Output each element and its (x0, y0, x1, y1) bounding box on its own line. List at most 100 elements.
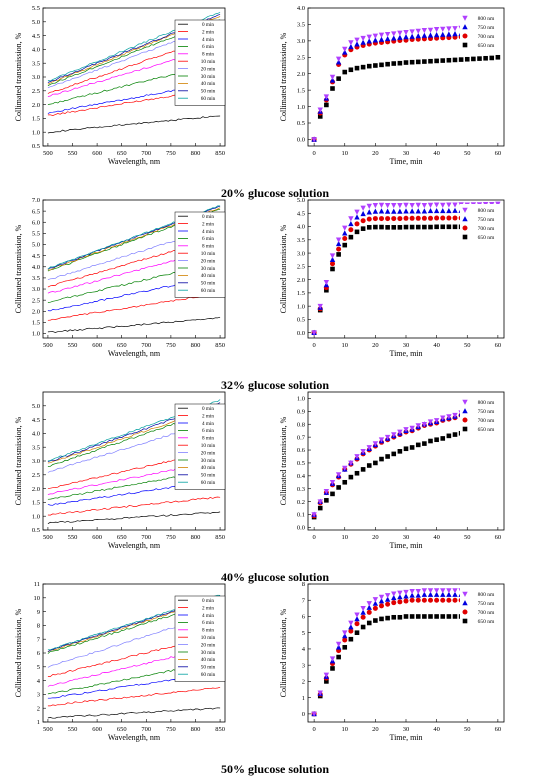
data-point (378, 437, 385, 443)
data-point (360, 205, 366, 211)
legend-label: 650 nm (478, 235, 495, 241)
data-point (421, 32, 428, 38)
y-tick-label: 0.5 (32, 527, 40, 534)
data-point (434, 224, 439, 230)
y-axis-label: Collimated transmission, % (14, 416, 23, 505)
data-point (427, 32, 434, 38)
y-axis-label: Collimated transmission, % (14, 32, 23, 121)
data-point (372, 37, 379, 43)
data-point (348, 220, 354, 227)
data-point (323, 94, 330, 100)
legend-label: 750 nm (478, 25, 495, 31)
data-point (440, 31, 446, 37)
data-point (440, 614, 446, 619)
data-point (440, 588, 446, 594)
data-point (428, 597, 433, 603)
y-tick-label: 8 (37, 623, 40, 630)
data-point (409, 215, 415, 221)
data-point (446, 433, 452, 439)
y-tick-label: 0.5 (297, 120, 305, 127)
data-point (311, 711, 317, 717)
data-point (415, 28, 421, 34)
y-tick-label: 1.5 (32, 320, 40, 327)
x-tick-label: 800 (191, 534, 201, 541)
data-point (348, 67, 354, 73)
x-tick-label: 850 (215, 342, 225, 349)
x-axis-label: Time, min (389, 157, 422, 166)
data-point (446, 207, 452, 214)
legend-label: 50 min (201, 281, 216, 287)
data-point (354, 229, 360, 235)
data-point (422, 59, 427, 64)
data-point (360, 606, 366, 612)
data-point (440, 597, 446, 603)
data-point (427, 588, 434, 594)
data-point (440, 202, 446, 208)
data-point (330, 491, 335, 497)
legend-label: 6 min (202, 236, 214, 242)
data-point (360, 449, 366, 455)
data-point (342, 465, 348, 471)
data-point (415, 614, 421, 619)
y-tick-label: 5.0 (297, 197, 305, 204)
data-point (421, 591, 428, 597)
y-tick-label: 2.0 (297, 71, 305, 78)
legend-label: 10 min (201, 443, 216, 449)
x-tick-label: 20 (372, 150, 379, 157)
x-tick-label: 550 (68, 726, 78, 733)
data-point (409, 208, 415, 214)
x-axis-label: Time, min (389, 733, 422, 742)
data-point (354, 41, 360, 47)
series-line (47, 686, 221, 707)
data-point (366, 63, 372, 69)
data-point (335, 641, 342, 647)
data-point (403, 224, 409, 230)
data-point (397, 216, 403, 222)
y-tick-label: 5.0 (32, 242, 40, 249)
x-tick-label: 500 (43, 726, 53, 733)
x-tick-label: 800 (191, 150, 201, 157)
data-point (360, 64, 366, 70)
legend-label: 8 min (202, 244, 214, 250)
y-tick-label: 4.5 (297, 210, 305, 217)
data-point (342, 242, 348, 248)
data-point (428, 215, 433, 221)
data-point (452, 412, 458, 419)
y-axis-label: Collimated transmission, % (279, 416, 288, 505)
data-point (379, 616, 384, 622)
legend-label: 30 min (201, 74, 216, 80)
x-tick-label: 550 (68, 150, 78, 157)
data-point (421, 588, 428, 594)
data-point (348, 40, 354, 46)
data-point (434, 437, 439, 443)
data-point (373, 460, 378, 466)
caption-32-percent: 32% glucose solution (220, 378, 329, 392)
data-point (335, 56, 342, 62)
x-tick-label: 500 (43, 342, 53, 349)
y-tick-label: 4.5 (32, 253, 40, 260)
x-tick-label: 650 (117, 726, 127, 733)
data-point (324, 287, 329, 293)
data-point (403, 598, 409, 604)
x-tick-label: 50 (464, 534, 471, 541)
x-tick-label: 50 (464, 726, 471, 733)
data-point (366, 601, 372, 607)
data-point (409, 445, 415, 450)
y-tick-label: 3 (302, 662, 305, 669)
y-tick-label: 4 (302, 646, 306, 653)
data-point (360, 609, 366, 615)
data-point (483, 55, 488, 61)
data-point (433, 207, 440, 214)
data-point (379, 456, 384, 462)
legend-label: 700 nm (478, 34, 495, 40)
data-point (409, 33, 415, 39)
x-tick-label: 750 (166, 534, 176, 541)
kinetics-chart-5: 0 10 20 30 40 50 60 0.0 0.1 0.2 0.3 0.4 0.5 0.6 0.7 0.8… (279, 391, 505, 550)
y-tick-label: 2.5 (32, 297, 40, 304)
data-point (397, 203, 403, 209)
kinetics-chart-7: 0 10 20 30 40 50 60 0 1 2 3 4 5 6 7 8 Time, min Collimate… (279, 581, 505, 742)
spectra-chart-0: 500 550 600 650 700 750 800 850 0.5 1.0 1.5 2.0 2.5 3… (14, 5, 226, 166)
data-point (366, 203, 372, 210)
data-point (440, 224, 446, 230)
x-tick-label: 700 (141, 534, 151, 541)
